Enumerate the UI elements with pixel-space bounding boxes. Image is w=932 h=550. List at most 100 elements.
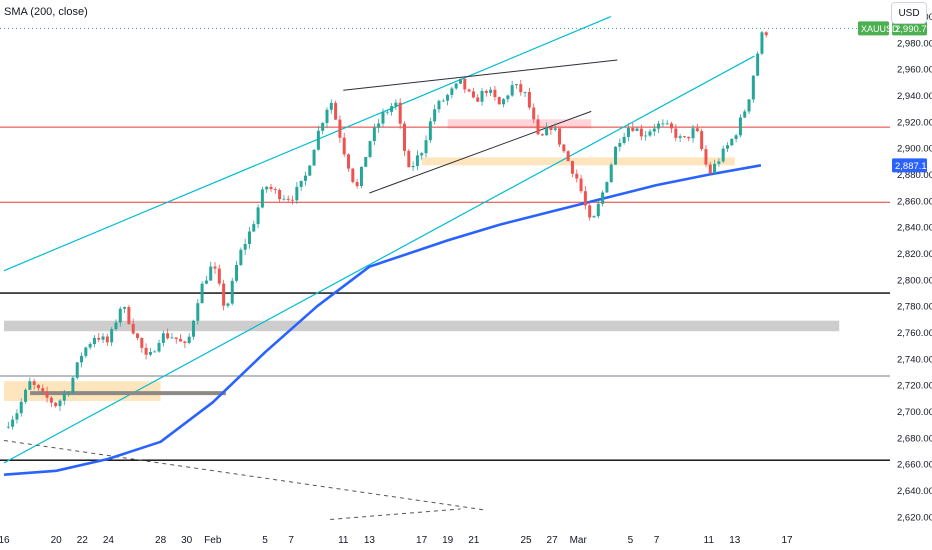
candle [725,142,729,152]
candle [583,186,587,210]
candle-body [71,377,75,393]
candle [303,171,307,186]
candle-body [721,148,725,162]
candle-body [19,401,23,414]
candle [545,122,549,136]
candle-body [618,142,622,147]
candle-body [269,186,273,190]
candle [553,123,557,132]
candle [609,162,613,184]
candle [329,99,333,114]
candle [579,174,583,194]
candle [235,261,239,283]
candle-body [424,140,428,154]
candle-body [596,203,600,217]
candle-body [553,128,557,130]
candle-body [562,144,566,152]
x-tick-label: 7 [654,535,660,546]
candle [256,204,260,229]
candle [325,107,329,129]
candle [200,281,204,304]
candle-body [372,127,376,142]
candle [260,186,264,209]
candle [747,99,751,114]
candle-body [682,136,686,138]
candle [166,328,170,340]
candle-body [394,102,398,107]
candle [467,88,471,93]
y-tick-label: 2,760.00 [897,328,932,339]
candle [71,375,75,394]
candle-body [75,362,79,378]
candle [454,82,458,91]
candle-body [385,111,389,113]
candle-body [592,216,596,218]
candle [661,119,665,128]
candle-body [174,337,178,339]
x-tick-label: 13 [364,535,376,546]
candle-body [243,244,247,250]
candle [351,168,355,184]
candle [15,409,19,424]
candle-body [204,280,208,284]
candle [575,169,579,183]
candle-body [291,199,295,201]
candle [338,115,342,143]
zone-pink [447,119,592,129]
candle [704,145,708,168]
candle [174,337,178,344]
candle [136,332,140,341]
candle-body [691,128,695,139]
x-tick-label: 17 [416,535,428,546]
candle-body [454,83,458,89]
candle [695,123,699,133]
candle-body [114,322,118,330]
candle-body [325,109,329,123]
candle-body [566,151,570,162]
candle-body [463,78,467,90]
candle [110,327,114,347]
indicator-legend[interactable]: SMA (200, close) [4,6,88,18]
candle-body [489,89,493,93]
candle-body [476,97,480,102]
candle-body [514,84,518,86]
candle [381,108,385,127]
candle [717,158,721,167]
candle [446,93,450,106]
candle [626,123,630,142]
candle [217,264,221,286]
candle-body [308,165,312,176]
candle [278,188,282,202]
candle [721,145,725,164]
candle-body [579,178,583,192]
candle-body [105,336,109,343]
candle [407,148,411,168]
symbol-badge-bg [858,21,889,36]
symbol-badge-text: XAUUSD [861,24,899,34]
x-tick-label: Feb [204,535,222,546]
candle [639,124,643,141]
candle [321,121,325,135]
candle-body [648,131,652,136]
candle [299,180,303,191]
candle [674,124,678,142]
candle [230,277,234,306]
candle [415,150,419,171]
currency-button[interactable]: USD [891,2,927,24]
x-tick-label: 24 [103,535,115,546]
candle [562,143,566,153]
candle-body [187,336,191,343]
candle-body [32,381,36,385]
candle-body [329,102,333,110]
candle [131,318,135,335]
candle [566,150,570,162]
y-tick-label: 2,840.00 [897,223,932,234]
candle [484,89,488,97]
candle [36,384,40,391]
candle-body [49,397,53,403]
candle [540,133,544,137]
x-tick-label: 27 [547,535,559,546]
